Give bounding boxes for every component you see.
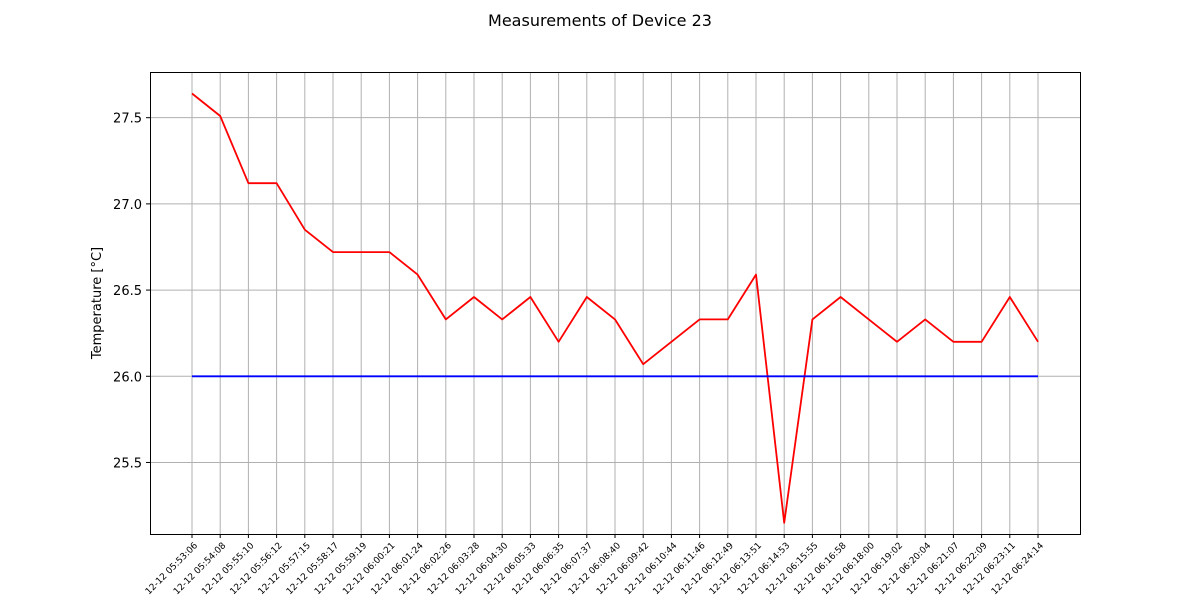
x-tick-label: 12-12 06:10:44 (623, 541, 679, 597)
chart-title: Measurements of Device 23 (488, 11, 712, 30)
x-tick-label: 12-12 06:23:11 (962, 541, 1018, 597)
x-tick-label: 12-12 06:20:04 (877, 541, 933, 597)
x-tick-label: 12-12 06:18:00 (821, 541, 877, 597)
x-tick-label: 12-12 05:54:08 (172, 541, 228, 597)
x-tick-label: 12-12 06:02:26 (398, 541, 454, 597)
x-tick-label: 12-12 06:08:40 (567, 541, 623, 597)
x-tick-label: 12-12 06:21:07 (905, 541, 961, 597)
x-tick-label: 12-12 06:16:58 (793, 541, 849, 597)
x-tick-label: 12-12 06:01:24 (370, 541, 426, 597)
x-tick-label: 12-12 06:05:33 (482, 541, 538, 597)
y-tick-label: 26.5 (113, 284, 142, 299)
temperature-line (191, 92, 1039, 524)
x-tick-label: 12-12 06:12:49 (680, 541, 736, 597)
x-tick-label: 12-12 06:13:51 (708, 541, 764, 597)
y-tick-label: 27.0 (113, 198, 142, 213)
x-tick-label: 12-12 05:57:15 (257, 541, 313, 597)
y-tick-label: 27.5 (113, 112, 142, 127)
x-tick-label: 12-12 05:59:19 (313, 541, 369, 597)
x-tick-label: 12-12 06:07:37 (539, 541, 595, 597)
x-tick-label: 12-12 05:53:06 (144, 541, 200, 597)
series-layer (191, 92, 1039, 524)
x-tick-label: 12-12 06:11:46 (652, 541, 708, 597)
grid (150, 72, 1080, 534)
x-tick-label: 12-12 06:09:42 (595, 541, 651, 597)
x-tick-label: 12-12 05:58:17 (285, 541, 341, 597)
x-tick-label: 12-12 06:19:02 (849, 541, 905, 597)
y-axis-label: Temperature [°C] (90, 247, 105, 360)
x-tick-label: 12-12 06:00:21 (341, 541, 397, 597)
x-tick-label: 12-12 06:15:55 (764, 541, 820, 597)
y-tick-label: 26.0 (113, 370, 142, 385)
x-tick-label: 12-12 06:04:30 (454, 541, 510, 597)
y-axis: 25.5 26.0 26.5 27.0 27.5 (113, 112, 150, 471)
x-tick-label: 12-12 06:03:28 (426, 541, 482, 597)
x-tick-label: 12-12 06:06:35 (511, 541, 567, 597)
x-tick-label: 12-12 05:56:12 (229, 541, 285, 597)
y-tick-label: 25.5 (113, 456, 142, 471)
x-tick-label: 12-12 05:55:10 (200, 541, 256, 597)
x-tick-label: 12-12 06:14:53 (736, 541, 792, 597)
x-tick-label: 12-12 06:24:14 (990, 541, 1046, 597)
x-tick-label: 12-12 06:22:09 (934, 541, 990, 597)
